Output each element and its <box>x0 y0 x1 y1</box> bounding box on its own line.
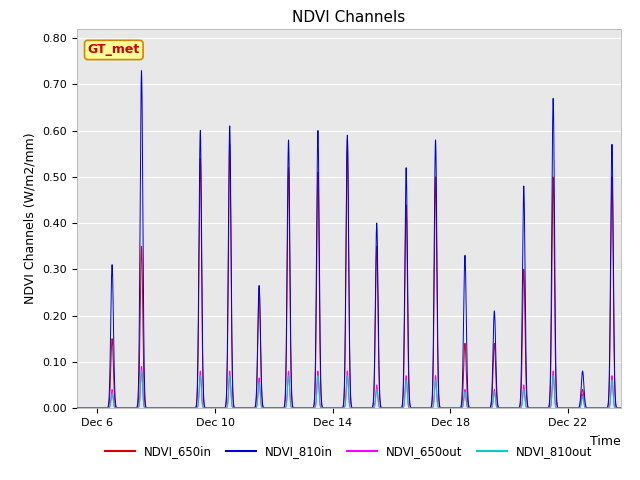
NDVI_810out <box>399 405 407 410</box>
NDVI_810in <box>138 68 145 73</box>
NDVI_650in <box>344 137 351 143</box>
NDVI_810in <box>73 405 81 411</box>
NDVI_810in <box>399 386 407 392</box>
NDVI_650in <box>479 405 486 411</box>
NDVI_650out <box>281 405 289 411</box>
NDVI_650out <box>427 405 435 411</box>
Legend: NDVI_650in, NDVI_810in, NDVI_650out, NDVI_810out: NDVI_650in, NDVI_810in, NDVI_650out, NDV… <box>100 440 597 463</box>
Line: NDVI_810out: NDVI_810out <box>77 371 621 408</box>
NDVI_810in <box>427 405 435 410</box>
Text: GT_met: GT_met <box>88 44 140 57</box>
NDVI_650in <box>617 405 625 411</box>
NDVI_810out <box>520 388 528 394</box>
NDVI_810out <box>138 368 145 374</box>
NDVI_810out <box>73 405 81 411</box>
NDVI_650out <box>520 384 528 390</box>
NDVI_650in <box>427 405 435 411</box>
Y-axis label: NDVI Channels (W/m2/mm): NDVI Channels (W/m2/mm) <box>24 132 36 304</box>
NDVI_810out <box>427 405 435 411</box>
NDVI_650out <box>138 363 145 369</box>
Line: NDVI_810in: NDVI_810in <box>77 71 621 408</box>
NDVI_810in <box>520 193 528 199</box>
Line: NDVI_650out: NDVI_650out <box>77 366 621 408</box>
NDVI_650in <box>399 393 407 399</box>
NDVI_650out <box>479 405 486 411</box>
NDVI_650out <box>399 405 407 410</box>
NDVI_810in <box>617 405 625 411</box>
Line: NDVI_650in: NDVI_650in <box>77 140 621 408</box>
NDVI_810in <box>172 405 180 411</box>
NDVI_650out <box>73 405 81 411</box>
NDVI_650in <box>520 274 528 279</box>
NDVI_650in <box>73 405 81 411</box>
NDVI_650out <box>617 405 625 411</box>
NDVI_810in <box>281 400 289 406</box>
Title: NDVI Channels: NDVI Channels <box>292 10 405 25</box>
NDVI_650in <box>281 403 289 409</box>
Text: Time: Time <box>590 434 621 447</box>
NDVI_810out <box>172 405 180 411</box>
NDVI_650out <box>172 405 180 411</box>
NDVI_810out <box>617 405 625 411</box>
NDVI_810out <box>479 405 486 411</box>
NDVI_650in <box>172 405 179 411</box>
NDVI_810out <box>281 405 289 411</box>
NDVI_810in <box>479 405 486 411</box>
